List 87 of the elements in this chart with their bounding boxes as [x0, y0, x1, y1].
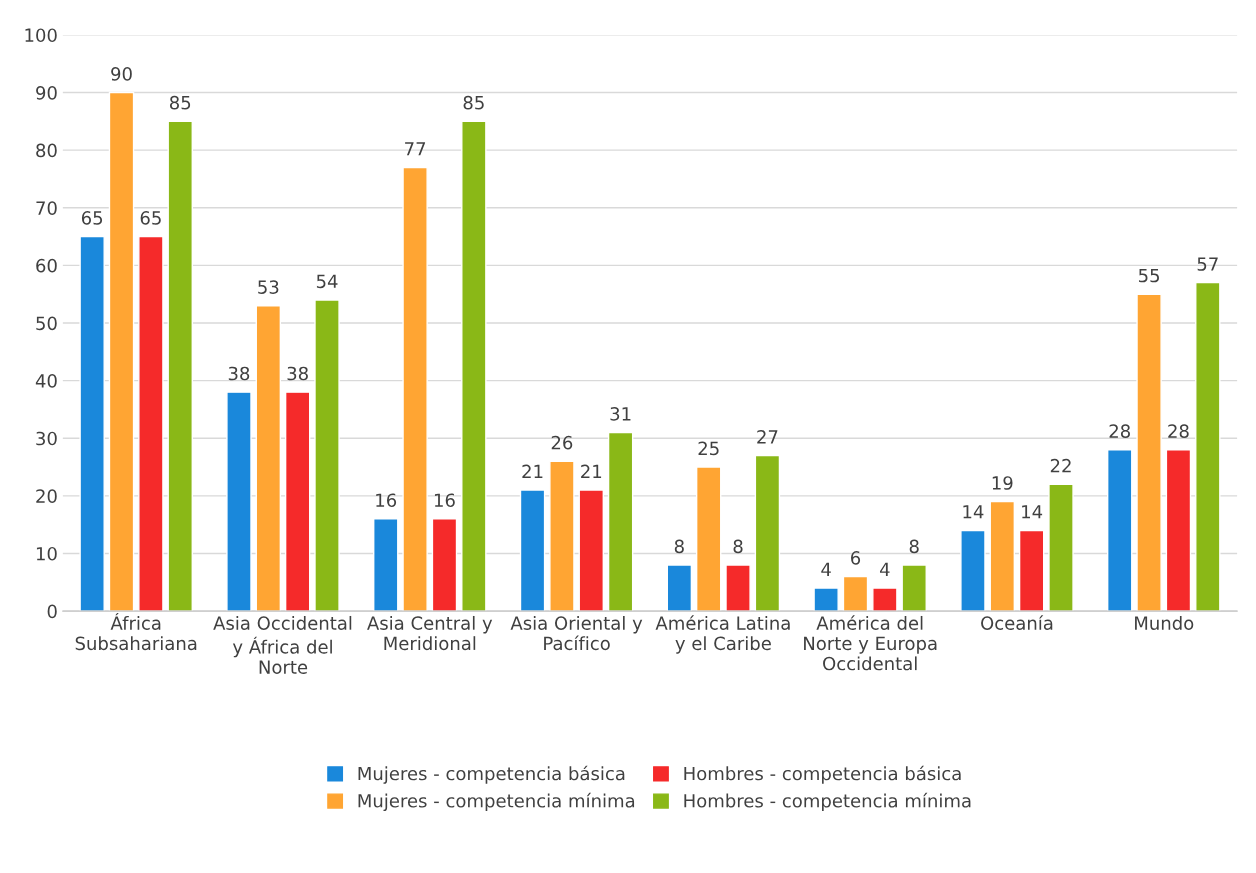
data-label: 14	[1022, 505, 1043, 519]
data-label: 21	[581, 464, 602, 479]
bar	[255, 305, 282, 612]
bar	[813, 587, 839, 612]
data-label: 25	[698, 441, 719, 456]
y-tick-label: 80	[36, 143, 57, 158]
data-label: 8	[674, 539, 684, 554]
bar	[901, 564, 927, 612]
data-label: 55	[1138, 268, 1159, 283]
data-label: 19	[992, 476, 1013, 490]
data-label: 85	[169, 95, 191, 110]
x-tick-label: Asia Occidental y África del Norte	[213, 615, 352, 674]
bar	[695, 466, 722, 612]
data-label: 4	[879, 562, 890, 576]
bar	[108, 91, 135, 612]
bar	[1018, 529, 1045, 612]
legend-label: Hombres - competencia básica	[684, 765, 961, 784]
data-label: 26	[551, 435, 573, 450]
data-label: 28	[1109, 424, 1130, 438]
data-label: 22	[1050, 458, 1071, 473]
y-tick-label: 50	[36, 316, 57, 331]
x-tick-label: Asia Oriental y Pacífico	[510, 615, 643, 651]
bar	[138, 235, 164, 612]
bar	[872, 587, 898, 612]
y-tick-label: 30	[36, 431, 57, 446]
bar	[461, 120, 487, 612]
bar	[1165, 449, 1192, 612]
legend-label: Mujeres - competencia mínima	[358, 792, 635, 812]
y-tick-label: 100	[25, 28, 57, 43]
data-label: 65	[81, 211, 103, 225]
bar	[226, 391, 252, 612]
bar	[1048, 483, 1074, 612]
x-tick-label: América Latina y el Caribe	[655, 615, 790, 654]
data-label: 53	[258, 280, 279, 294]
y-tick-label: 60	[36, 258, 57, 273]
y-tick-label: 0	[47, 604, 57, 619]
legend-label: Hombres - competencia mínima	[684, 792, 971, 812]
bar	[989, 500, 1016, 612]
bar	[549, 460, 575, 612]
data-label: 65	[140, 211, 161, 225]
data-label: 85	[463, 95, 484, 110]
data-label: 28	[1168, 424, 1189, 438]
x-tick-label: Oceanía	[981, 615, 1053, 630]
data-label: 31	[610, 407, 631, 421]
bar	[666, 564, 693, 612]
data-label: 8	[909, 539, 919, 554]
bar	[314, 299, 340, 612]
data-label: 54	[316, 274, 338, 289]
bar	[725, 564, 751, 612]
bar	[284, 391, 311, 612]
x-tick-label: América del Norte y Europa Occidental	[804, 615, 937, 671]
data-label: 90	[111, 67, 132, 81]
y-tick-label: 20	[36, 489, 57, 503]
data-label: 4	[821, 562, 831, 576]
bar	[578, 489, 604, 612]
bar	[79, 235, 105, 612]
bar	[960, 529, 986, 612]
bar	[1195, 281, 1221, 612]
bar	[1106, 449, 1133, 612]
bar	[373, 518, 399, 612]
y-tick-label: 90	[36, 86, 57, 100]
data-label: 6	[851, 551, 861, 565]
bar	[1136, 293, 1162, 612]
data-label: 38	[287, 366, 308, 381]
data-label: 16	[376, 493, 397, 508]
data-label: 38	[228, 366, 250, 381]
bar	[431, 518, 458, 612]
bar	[842, 575, 869, 612]
data-label: 8	[733, 539, 743, 554]
bar	[402, 166, 428, 612]
y-tick-label: 10	[36, 546, 57, 561]
x-tick-label: Asia Central y Meridional	[367, 615, 493, 651]
bar	[754, 454, 781, 612]
x-tick-label: Mundo	[1135, 615, 1194, 630]
data-label: 57	[1197, 257, 1218, 271]
bar	[607, 431, 634, 612]
data-label: 27	[757, 430, 778, 444]
bar	[167, 120, 193, 612]
x-tick-label: África Subsahariana	[75, 612, 197, 651]
bar	[519, 489, 546, 612]
data-label: 77	[405, 142, 426, 156]
data-label: 21	[522, 464, 543, 479]
legend-label: Mujeres - competencia básica	[358, 765, 625, 784]
data-label: 14	[963, 505, 984, 519]
y-tick-label: 70	[36, 201, 57, 215]
data-label: 16	[434, 493, 455, 508]
y-tick-label: 40	[35, 374, 57, 388]
